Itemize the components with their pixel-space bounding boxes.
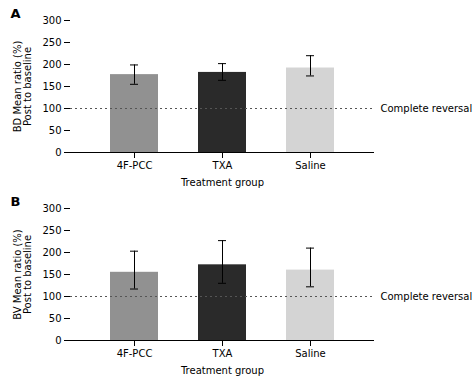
svg-text:A: A [11,6,21,21]
svg-text:BD Mean ratio (%)Post to basel: BD Mean ratio (%)Post to baseline [12,41,33,133]
svg-text:100: 100 [42,103,61,114]
svg-text:150: 150 [42,269,61,280]
svg-text:250: 250 [42,37,61,48]
svg-text:Complete reversal: Complete reversal [381,103,473,114]
svg-text:Saline: Saline [295,160,326,171]
svg-text:250: 250 [42,225,61,236]
svg-text:300: 300 [42,15,61,26]
svg-text:TXA: TXA [212,348,233,359]
svg-text:BV Mean ratio (%)Post to basel: BV Mean ratio (%)Post to baseline [12,229,33,320]
svg-text:0: 0 [55,335,61,346]
svg-text:Complete reversal: Complete reversal [381,291,473,302]
svg-text:50: 50 [49,313,62,324]
svg-text:Treatment group: Treatment group [180,177,264,188]
svg-text:100: 100 [42,291,61,302]
svg-text:4F-PCC: 4F-PCC [117,348,153,359]
svg-text:4F-PCC: 4F-PCC [117,160,153,171]
svg-text:0: 0 [55,147,61,158]
svg-text:Treatment group: Treatment group [180,365,264,376]
svg-text:150: 150 [42,81,61,92]
svg-text:300: 300 [42,203,61,214]
svg-text:200: 200 [42,247,61,258]
svg-text:B: B [11,194,21,209]
svg-text:Saline: Saline [295,348,326,359]
svg-text:TXA: TXA [212,160,233,171]
svg-text:50: 50 [49,125,62,136]
svg-text:200: 200 [42,59,61,70]
